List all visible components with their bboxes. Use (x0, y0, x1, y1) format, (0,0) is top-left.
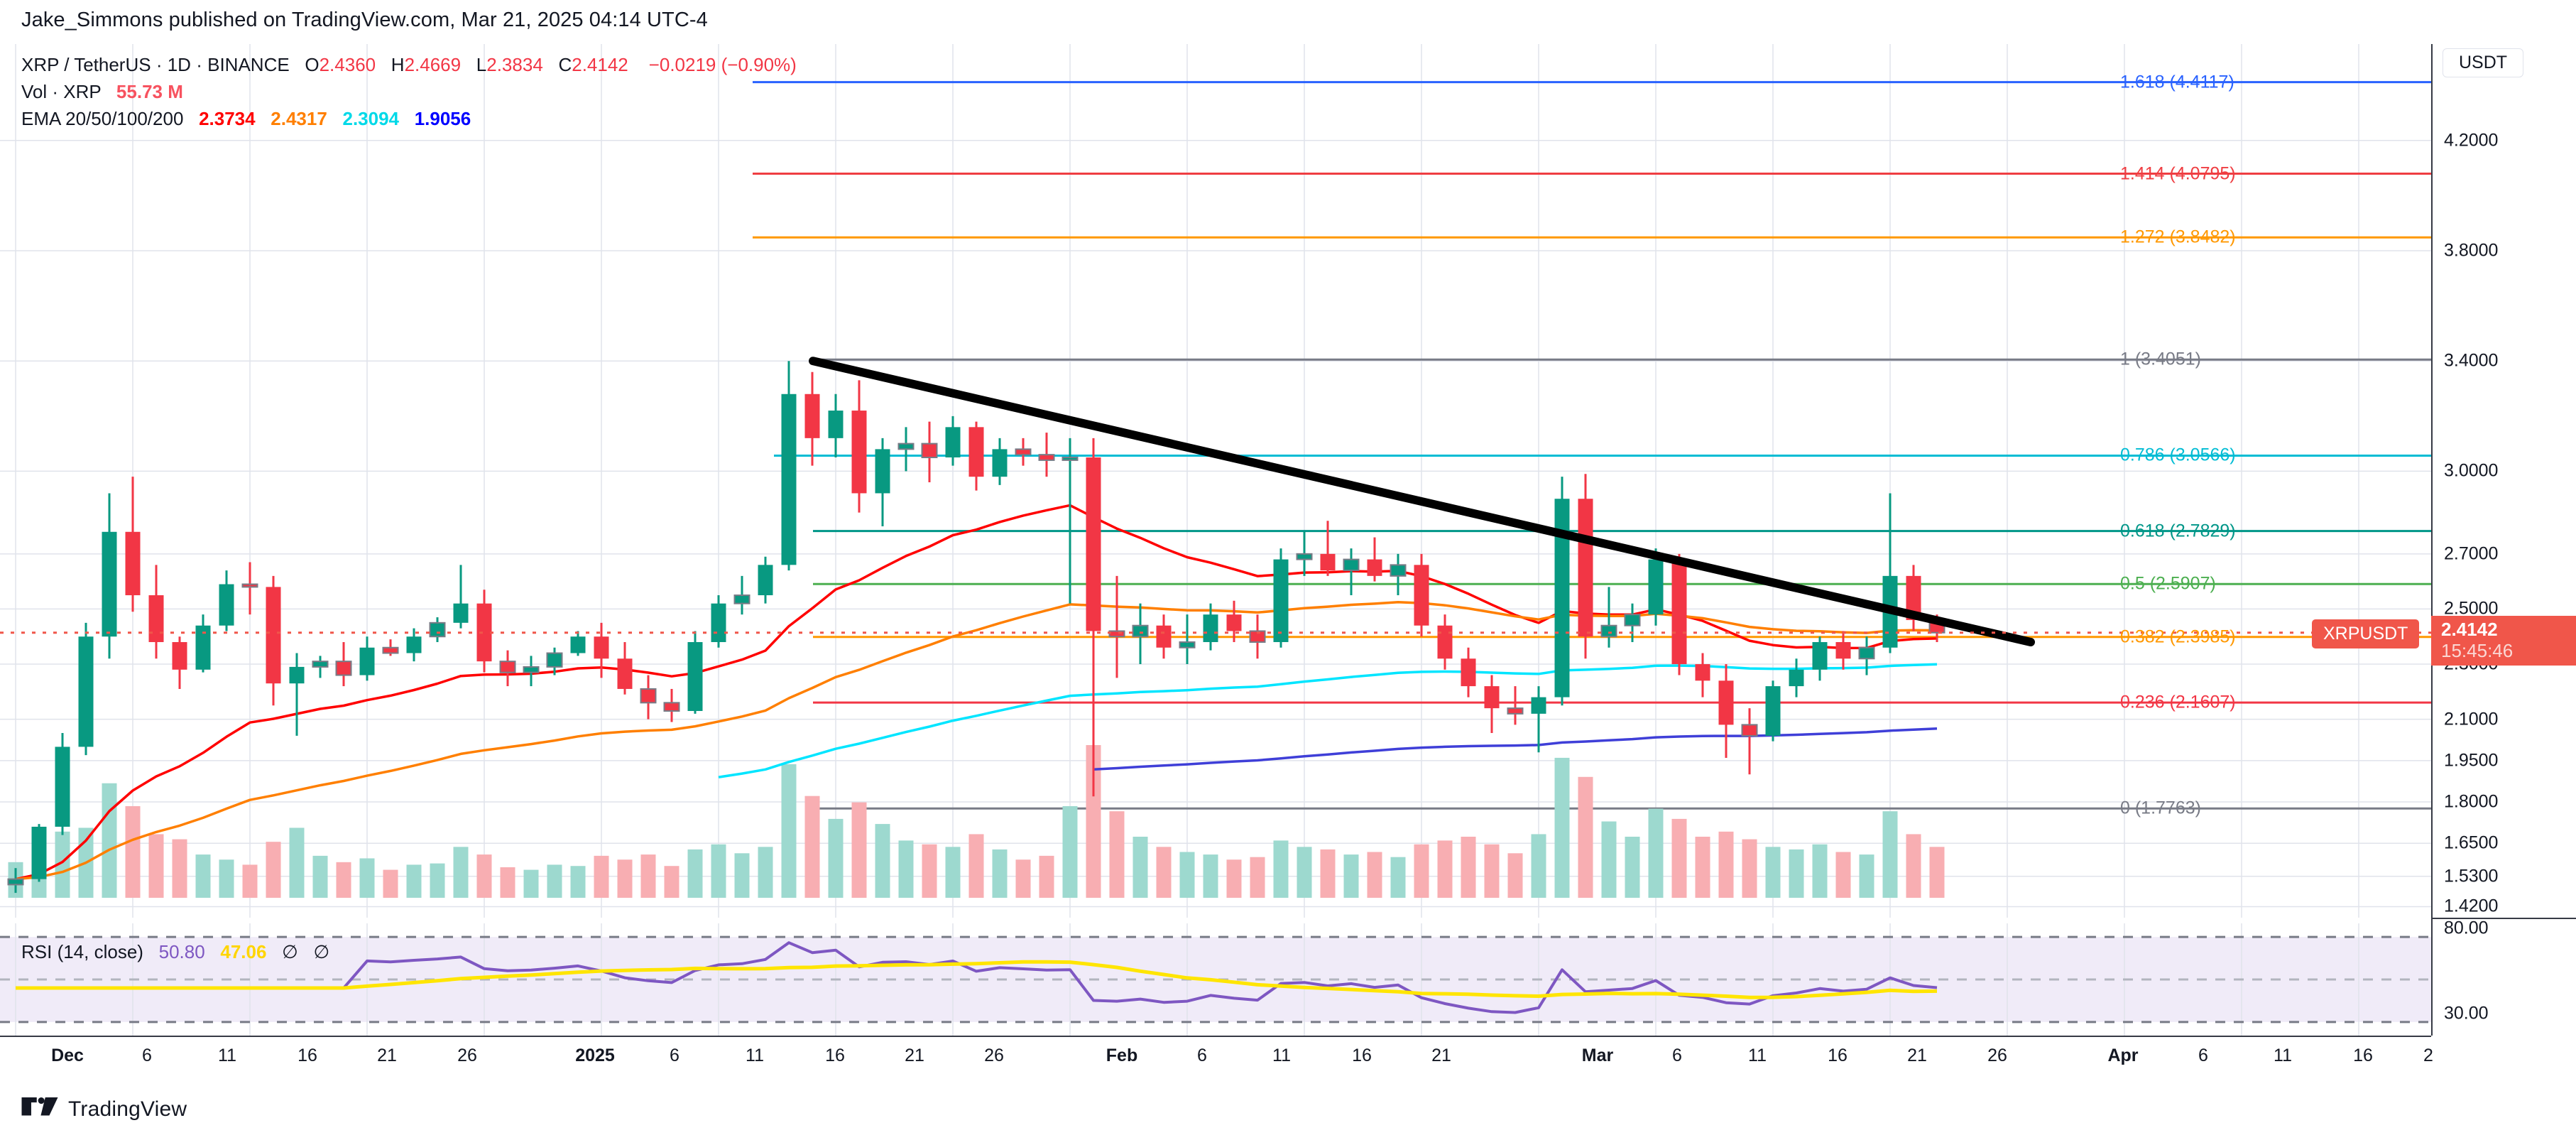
price-axis-tick-10: 1.6500 (2444, 832, 2499, 853)
time-axis-tick-27: 2 (2423, 1046, 2433, 1065)
legend-close-value: 2.4142 (572, 54, 628, 75)
price-axis-tick-2: 3.4000 (2444, 350, 2499, 371)
legend-ema-label: EMA 20/50/100/200 (21, 108, 184, 129)
rsi-legend-value: 50.80 (158, 941, 205, 962)
legend-open-value: 2.4360 (319, 54, 376, 75)
price-axis-tick-1: 3.8000 (2444, 240, 2499, 261)
legend-symbol-row[interactable]: XRP / TetherUS · 1D · BINANCE O2.4360 H2… (21, 51, 797, 78)
currency-chip: USDT (2443, 48, 2524, 77)
rsi-legend-na2: ∅ (313, 941, 330, 962)
last-price-countdown: 15:45:46 (2441, 639, 2514, 661)
legend-ema20-value: 2.3734 (199, 108, 256, 129)
time-axis-tick-17: Mar (1581, 1046, 1614, 1065)
legend-sep-2: · (196, 54, 202, 75)
time-axis-tick-23: Apr (2107, 1046, 2139, 1065)
time-axis-tick-24: 6 (2198, 1046, 2208, 1065)
last-price-value: 2.4142 (2441, 618, 2498, 640)
legend-exchange[interactable]: BINANCE (207, 54, 290, 75)
time-axis-tick-4: 21 (377, 1046, 397, 1065)
legend-volume-label: Vol · XRP (21, 81, 102, 102)
time-axis-tick-1: 6 (142, 1046, 152, 1065)
rsi-legend[interactable]: RSI (14, close) 50.80 47.06 ∅ ∅ (21, 941, 329, 963)
price-axis-tick-11: 1.5300 (2444, 866, 2499, 886)
fib-level-label-7: 0.382 (2.3985) (2120, 626, 2236, 647)
price-chart-pane[interactable] (0, 44, 2431, 918)
time-axis-tick-6: 2025 (575, 1046, 615, 1065)
time-axis-tick-3: 16 (298, 1046, 317, 1065)
price-axis-tick-9: 1.8000 (2444, 791, 2499, 812)
time-axis-tick-0: Dec (51, 1046, 84, 1065)
legend-change: −0.0219 (−0.90%) (648, 54, 797, 75)
symbol-price-chip[interactable]: XRPUSDT (2312, 619, 2420, 648)
time-axis-tick-10: 21 (905, 1046, 924, 1065)
time-axis-tick-13: 6 (1197, 1046, 1207, 1065)
legend-ema200-value: 1.9056 (414, 108, 471, 129)
price-axis-tick-0: 4.2000 (2444, 130, 2499, 151)
fib-level-label-1: 1.414 (4.0795) (2120, 163, 2236, 184)
last-price-tag[interactable]: 2.4142 15:45:46 (2431, 615, 2576, 666)
legend-ema100-value: 2.3094 (342, 108, 400, 129)
legend-volume-row[interactable]: Vol · XRP 55.73 M (21, 78, 797, 105)
time-axis-tick-15: 16 (1352, 1046, 1372, 1065)
fib-level-label-6: 0.5 (2.5907) (2120, 573, 2216, 594)
price-chart-svg (0, 44, 2431, 918)
publisher-header: Jake_Simmons published on TradingView.co… (21, 9, 708, 31)
time-axis-tick-16: 21 (1431, 1046, 1451, 1065)
fib-level-label-0: 1.618 (4.4117) (2120, 72, 2234, 92)
time-axis-tick-18: 6 (1672, 1046, 1682, 1065)
legend-low-value: 2.3834 (486, 54, 543, 75)
time-axis-tick-5: 26 (457, 1046, 477, 1065)
legend-ema50-value: 2.4317 (271, 108, 327, 129)
fib-level-label-8: 0.236 (2.1607) (2120, 692, 2236, 712)
legend-open-label: O (305, 54, 320, 75)
legend-volume-value: 55.73 M (116, 81, 183, 102)
footer-branding[interactable]: TradingView (21, 1097, 187, 1122)
price-axis-tick-8: 1.9500 (2444, 750, 2499, 771)
time-axis-tick-14: 11 (1272, 1046, 1291, 1065)
rsi-legend-na1: ∅ (282, 941, 298, 962)
legend-close-label: C (558, 54, 572, 75)
rsi-indicator-pane[interactable] (0, 923, 2431, 1036)
time-axis-tick-11: 26 (984, 1046, 1004, 1065)
time-axis-tick-7: 6 (670, 1046, 680, 1065)
time-axis-tick-9: 16 (825, 1046, 845, 1065)
legend-symbol[interactable]: XRP / TetherUS (21, 54, 151, 75)
fib-level-label-5: 0.618 (2.7829) (2120, 521, 2236, 541)
axis-pane-separator (2431, 918, 2576, 919)
tradingview-brand-label: TradingView (68, 1097, 187, 1121)
price-axis-tick-4: 2.7000 (2444, 543, 2499, 564)
fib-level-label-4: 0.786 (3.0566) (2120, 445, 2236, 465)
price-axis-tick-7: 2.1000 (2444, 709, 2499, 729)
rsi-axis-tick-1: 30.00 (2444, 1003, 2489, 1024)
time-axis-tick-8: 11 (746, 1046, 764, 1065)
rsi-axis-tick-0: 80.00 (2444, 918, 2489, 938)
tradingview-logo-icon (21, 1097, 58, 1122)
time-axis-tick-2: 11 (218, 1046, 236, 1065)
time-axis-tick-19: 11 (1748, 1046, 1767, 1065)
time-axis-tick-21: 21 (1907, 1046, 1927, 1065)
legend-low-label: L (476, 54, 487, 75)
chart-legend: XRP / TetherUS · 1D · BINANCE O2.4360 H2… (21, 51, 797, 132)
price-axis[interactable]: USDT 4.2000 3.8000 3.4000 3.0000 2.7000 2.500… (2431, 44, 2576, 1036)
time-axis-tick-26: 16 (2353, 1046, 2373, 1065)
legend-ema-row[interactable]: EMA 20/50/100/200 2.3734 2.4317 2.3094 1… (21, 105, 797, 132)
legend-high-value: 2.4669 (404, 54, 462, 75)
legend-interval[interactable]: 1D (167, 54, 191, 75)
legend-high-label: H (391, 54, 405, 75)
price-axis-tick-5: 2.5000 (2444, 598, 2499, 619)
time-axis[interactable]: Dec 6 11 16 21 26 2025 6 11 16 21 26 Feb 6 11 16 21 Mar 6 1… (0, 1036, 2433, 1082)
time-axis-tick-25: 11 (2274, 1046, 2292, 1065)
fib-level-label-9: 0 (1.7763) (2120, 798, 2201, 818)
rsi-legend-title: RSI (14, close) (21, 941, 143, 962)
time-axis-tick-22: 26 (1987, 1046, 2007, 1065)
price-axis-tick-12: 1.4200 (2444, 896, 2499, 916)
price-axis-tick-3: 3.0000 (2444, 460, 2499, 481)
rsi-legend-ma-value: 47.06 (220, 941, 267, 962)
rsi-chart-svg (0, 923, 2431, 1036)
legend-sep-1: · (155, 54, 163, 75)
fib-level-label-2: 1.272 (3.8482) (2120, 227, 2236, 247)
time-axis-tick-20: 16 (1828, 1046, 1848, 1065)
fib-level-label-3: 1 (3.4051) (2120, 349, 2201, 369)
time-axis-tick-12: Feb (1106, 1046, 1138, 1065)
